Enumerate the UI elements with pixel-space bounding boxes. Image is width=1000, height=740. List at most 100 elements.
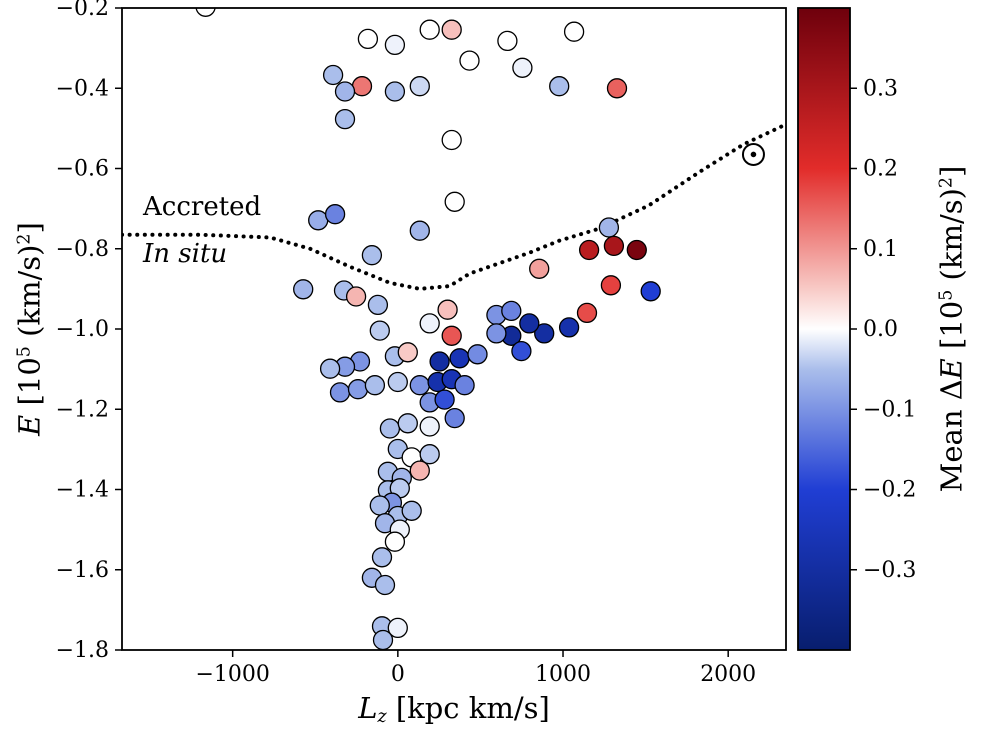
scatter-point [441, 19, 462, 40]
label-part: ] [934, 165, 969, 177]
colorbar-tick-label: 0.2 [863, 157, 898, 182]
y-tick-label: −1.8 [56, 638, 109, 663]
scatter-point [419, 416, 440, 437]
scatter-point [322, 64, 344, 86]
y-tick-label: −0.8 [56, 237, 109, 262]
label-part: 2 [14, 233, 35, 245]
scatter-point [626, 239, 647, 261]
scatter-point [441, 325, 462, 346]
scatter-point [519, 313, 540, 334]
scatter-point [429, 351, 450, 372]
scatter-point [293, 279, 314, 300]
scatter-point [434, 389, 455, 410]
scatter-point [441, 129, 462, 151]
scatter-point [401, 500, 422, 521]
y-tick-label: −1.6 [56, 558, 109, 583]
colorbar [797, 7, 851, 651]
y-tick-label: −0.6 [56, 157, 109, 182]
scatter-point [409, 76, 430, 97]
colorbar-tick-label: −0.3 [863, 558, 916, 583]
x-tick-label: 1000 [535, 662, 591, 687]
scatter-point [361, 245, 383, 266]
label-part: z [377, 707, 387, 728]
annotation-in-situ: In situ [143, 239, 228, 269]
scatter-point [319, 358, 341, 379]
y-axis-label: E [105 (km/s)2] [12, 222, 47, 436]
label-part: [10 [934, 300, 969, 359]
x-axis-label: Lz [kpc km/s] [358, 691, 550, 727]
scatter-point [640, 281, 661, 302]
scatter-point [449, 348, 470, 369]
scatter-point [379, 418, 401, 439]
label-part: (km/s) [934, 188, 969, 290]
boundary-line [122, 122, 786, 291]
label-part: ] [12, 222, 47, 234]
scatter-point [576, 302, 598, 324]
scatter-point [578, 239, 600, 261]
label-part: 5 [936, 289, 957, 301]
scatter-point [387, 371, 408, 393]
plot-contents [122, 8, 786, 650]
label-part: 5 [14, 346, 35, 358]
label-part: E [12, 414, 47, 436]
scatter-point [549, 76, 570, 97]
scatter-point [563, 21, 585, 42]
scatter-point [606, 78, 628, 99]
scatter-point [419, 444, 440, 465]
scatter-point [409, 460, 430, 481]
scatter-point [347, 379, 369, 400]
scatter-point [459, 50, 480, 71]
scatter-point [397, 413, 418, 434]
scatter-point [371, 547, 393, 568]
scatter-point [387, 617, 408, 639]
scatter-point [351, 76, 373, 97]
scatter-point [558, 317, 580, 338]
scatter-point [501, 300, 522, 322]
label-part: L [358, 691, 378, 725]
y-tick-label: −1.2 [56, 397, 109, 422]
scatter-point [454, 375, 475, 396]
scatter-point [529, 258, 550, 279]
scatter-point [409, 220, 430, 241]
scatter-point [600, 275, 622, 296]
scatter-point [369, 320, 390, 341]
y-tick-label: −0.2 [56, 0, 109, 21]
scatter-point [512, 57, 533, 78]
scatter-point [437, 299, 458, 320]
scatter-point [384, 531, 406, 552]
scatter-point [374, 574, 396, 596]
scatter-point [603, 235, 625, 257]
colorbar-tick-label: −0.1 [863, 397, 916, 422]
scatter-point [444, 407, 465, 429]
scatter-point [329, 382, 351, 403]
sun-marker [741, 142, 765, 166]
scatter-point [364, 375, 386, 396]
scatter-point [369, 495, 390, 516]
scatter-point [486, 323, 507, 344]
scatter-point [397, 342, 418, 363]
scatter-point [409, 375, 430, 396]
scatter-point [324, 204, 346, 225]
colorbar-tick-label: 0.0 [863, 317, 898, 342]
colorbar-tick-label: 0.3 [863, 76, 898, 101]
label-part: Mean Δ [934, 379, 969, 493]
label-part: E [934, 358, 969, 380]
annotation-accreted: Accreted [143, 192, 262, 222]
scatter-point [467, 344, 488, 365]
scatter-point [444, 191, 465, 212]
scatter-point [419, 313, 440, 334]
x-tick-label: 0 [391, 662, 405, 687]
scatter-point [497, 30, 518, 52]
scatter-point [334, 108, 356, 130]
sun-dot-icon [750, 151, 757, 158]
y-tick-label: −1.4 [56, 478, 109, 503]
scatter-point [308, 210, 329, 231]
scatter-point [534, 323, 555, 344]
colorbar-tick-label: 0.1 [863, 237, 898, 262]
scatter-point [357, 28, 379, 50]
x-tick-label: 2000 [700, 662, 756, 687]
scatter-point [384, 81, 406, 102]
x-tick-label: −1000 [195, 662, 269, 687]
